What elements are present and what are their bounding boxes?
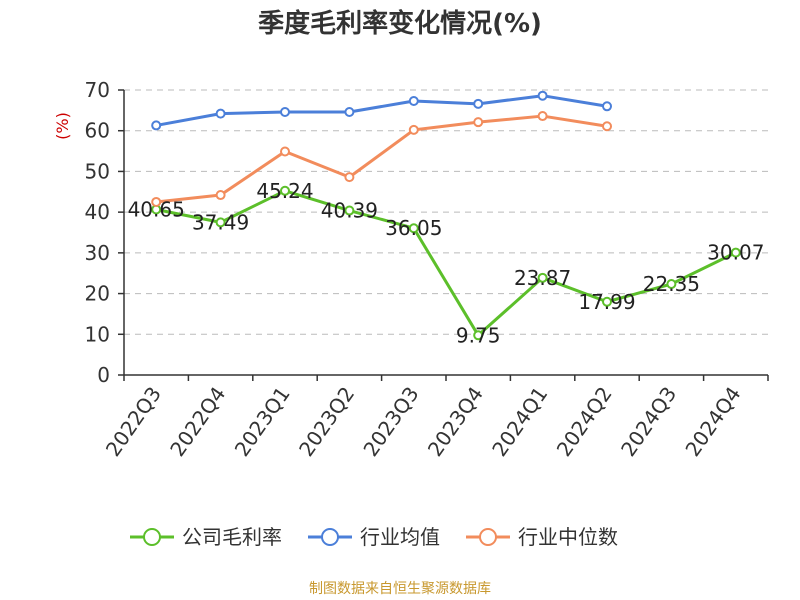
series-0-point-9 [730,247,741,258]
x-tick-label-2023Q3: 2023Q3 [358,382,423,461]
series-0-point-2 [280,185,290,196]
data-label-1: 37.49 [192,210,249,234]
data-label-8: 22.35 [643,272,700,296]
y-tick-label-60: 60 [85,119,110,143]
series-2-point-0 [151,196,162,207]
x-tick-label-2023Q2: 2023Q2 [294,382,359,461]
series-0-point-8 [666,279,677,290]
grid-layer [124,89,768,335]
x-tick-label-2024Q3: 2024Q3 [616,382,681,461]
x-tick-label-2023Q4: 2023Q4 [423,382,488,461]
series-1-point-6 [537,90,548,101]
y-tick-label-30: 30 [85,241,110,265]
series-1-point-5 [473,98,484,109]
series-0-point-7 [602,296,612,307]
series-2-point-7 [602,121,612,132]
series-2-point-4 [408,124,419,135]
x-tick-label-2022Q3: 2022Q3 [101,382,166,461]
x-tick-label-2024Q4: 2024Q4 [680,382,745,461]
series-0-point-3 [344,205,355,216]
data-label-0: 40.65 [128,197,185,221]
legend-label-2: 行业中位数 [518,525,618,549]
series-line-2 [156,114,608,204]
data-label-6: 23.87 [514,266,571,290]
y-tick-label-50: 50 [85,159,110,183]
x-tick-label-2024Q2: 2024Q2 [552,382,617,461]
series-2-point-5 [473,117,484,128]
series-1-point-4 [408,95,419,106]
legend-item-2: 行业中位数 [466,525,618,549]
y-tick-label-0: 0 [97,363,110,387]
x-tick-label-2023Q1: 2023Q1 [230,382,295,461]
data-label-9: 30.07 [707,241,764,265]
series-line-0 [155,189,737,337]
series-0-point-5 [473,330,484,341]
y-tick-label-10: 10 [85,322,110,346]
y-axis-label: (%) [53,112,72,140]
series-layer [151,90,741,341]
legend-item-0: 公司毛利率 [130,525,282,549]
legend-marker-2 [479,528,497,546]
series-1-point-2 [280,106,290,117]
series-2-point-3 [344,172,355,183]
data-label-7: 17.99 [578,290,635,314]
series-1-point-1 [215,108,226,119]
series-1-point-3 [344,106,355,117]
legend-label-1: 行业均值 [360,525,440,549]
chart-title: 季度毛利率变化情况(%) [258,8,542,39]
data-label-2: 45.24 [256,179,313,203]
series-line-1 [155,94,608,127]
series-1-point-0 [151,120,162,131]
series-0-point-4 [408,223,419,234]
y-tick-label-20: 20 [85,282,110,306]
legend-item-1: 行业均值 [308,525,440,549]
legend: 公司毛利率 行业均值 行业中位数 [130,525,618,549]
series-2-point-2 [280,146,290,157]
source-note: 制图数据来自恒生聚源数据库 [309,581,491,597]
data-label-3: 40.39 [321,199,378,223]
legend-marker-0 [143,528,161,546]
series-1-point-7 [602,101,612,112]
series-0-point-1 [215,217,226,228]
x-tick-label-2024Q1: 2024Q1 [487,382,552,461]
data-label-5: 9.75 [456,323,501,347]
data-label-layer: 40.65 37.49 45.24 40.39 36.05 9.75 23.87 17.99 2… [128,179,765,347]
legend-label-0: 公司毛利率 [182,525,282,549]
series-2-point-1 [215,190,226,201]
series-2-point-6 [537,111,548,122]
data-label-4: 36.05 [385,216,442,240]
y-tick-label-70: 70 [85,78,110,102]
legend-marker-1 [321,528,339,546]
x-tick-label-2022Q4: 2022Q4 [165,382,230,461]
y-tick-label-40: 40 [85,200,110,224]
series-0-point-6 [537,272,548,283]
